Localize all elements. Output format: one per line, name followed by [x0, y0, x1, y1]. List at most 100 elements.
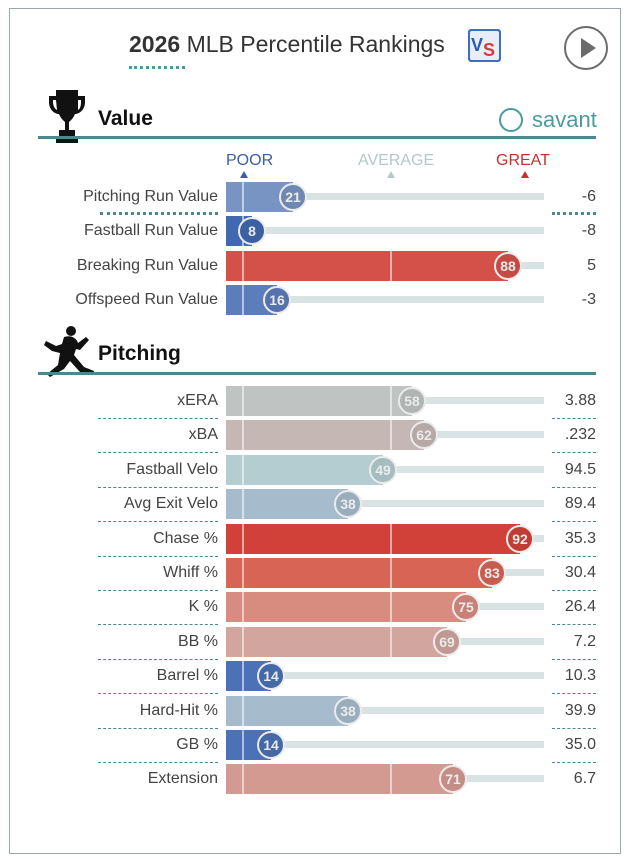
metric-value: .232	[564, 426, 596, 444]
metric-label: Breaking Run Value	[76, 257, 218, 274]
percentile-bar[interactable]	[226, 764, 453, 795]
bar-gridline	[242, 182, 244, 212]
row-divider	[98, 762, 218, 763]
metric-value: -3	[581, 291, 596, 308]
svg-text:V: V	[471, 35, 483, 55]
metric-value: 35.0	[564, 736, 596, 753]
metric-label: BB %	[177, 632, 218, 650]
percentile-badge[interactable]: 69	[433, 627, 461, 656]
metric-label: Barrel %	[156, 667, 218, 685]
metric-value: 26.4	[564, 598, 596, 616]
percentile-badge[interactable]: 49	[369, 455, 397, 484]
percentile-badge[interactable]: 75	[452, 593, 480, 622]
percentile-badge[interactable]: 21	[279, 183, 307, 211]
percentile-track	[228, 296, 544, 303]
svg-text:S: S	[483, 40, 495, 60]
percentile-badge[interactable]: 62	[410, 421, 438, 450]
bar-gridline	[390, 386, 392, 416]
metric-label: Fastball Velo	[126, 460, 218, 478]
bar-gridline	[242, 454, 244, 485]
row-divider	[552, 658, 596, 660]
row-divider	[552, 590, 596, 591]
percentile-badge[interactable]: 92	[506, 524, 534, 553]
percentile-bar[interactable]	[226, 251, 508, 281]
row-divider	[552, 452, 596, 454]
metric-value: 35.3	[564, 529, 596, 547]
percentile-track	[228, 672, 544, 680]
metric-label: Extension	[147, 770, 218, 788]
bar-gridline	[242, 285, 244, 315]
trophy-icon	[49, 90, 85, 143]
vs-logo-icon[interactable]: V S	[468, 29, 501, 62]
metric-value: 7.2	[573, 632, 596, 650]
play-icon[interactable]	[564, 26, 608, 70]
bar-gridline	[242, 661, 244, 692]
metric-label: K %	[188, 598, 218, 616]
row-divider	[98, 693, 218, 695]
row-divider	[98, 521, 218, 523]
bar-gridline	[242, 251, 244, 281]
bar-gridline	[242, 626, 244, 657]
percentile-badge[interactable]: 83	[478, 559, 506, 587]
metric-label: xERA	[177, 392, 218, 409]
metric-value: 3.88	[564, 392, 596, 409]
percentile-badge[interactable]: 58	[398, 387, 426, 415]
scale-poor-label: POOR	[226, 152, 274, 169]
value-section-divider	[38, 136, 596, 139]
metric-label: Whiff %	[163, 564, 218, 581]
metric-label: Offspeed Run Value	[75, 291, 218, 308]
percentile-bar[interactable]	[226, 523, 520, 554]
percentile-bar[interactable]	[226, 626, 447, 657]
savant-label: savant	[532, 107, 597, 132]
page-title: 2026 MLB Percentile Rankings	[129, 31, 445, 58]
row-divider	[98, 658, 218, 660]
percentile-badge[interactable]: 16	[263, 286, 291, 314]
row-divider	[552, 521, 596, 523]
pitching-section-title: Pitching	[98, 342, 181, 365]
bar-gridline	[390, 626, 392, 657]
metric-value: 89.4	[564, 495, 596, 513]
percentile-track	[228, 227, 544, 234]
percentile-badge[interactable]: 38	[334, 490, 362, 519]
title-year: 2026	[129, 31, 181, 57]
row-divider	[552, 624, 596, 626]
percentile-bar[interactable]	[226, 695, 348, 726]
row-highlight-dots	[100, 212, 218, 215]
metric-label: GB %	[176, 736, 218, 753]
metric-label: xBA	[188, 426, 218, 444]
percentile-badge[interactable]: 14	[257, 662, 285, 691]
percentile-badge[interactable]: 88	[494, 252, 522, 280]
bar-gridline	[242, 764, 244, 795]
row-divider	[552, 486, 596, 488]
row-divider	[552, 418, 596, 419]
metric-value: 94.5	[564, 460, 596, 478]
percentile-bar[interactable]	[226, 420, 424, 451]
row-divider	[552, 555, 596, 557]
percentile-badge[interactable]: 8	[238, 217, 266, 245]
bar-gridline	[242, 558, 244, 588]
percentile-bar[interactable]	[226, 386, 412, 416]
bar-gridline	[242, 489, 244, 520]
metric-value: 30.4	[564, 564, 596, 581]
percentile-bar[interactable]	[226, 454, 383, 485]
metric-value: 5	[587, 257, 596, 274]
value-section-title: Value	[98, 107, 153, 130]
percentile-bar[interactable]	[226, 558, 492, 588]
metric-label: Pitching Run Value	[83, 188, 218, 205]
metric-label: Hard-Hit %	[139, 701, 218, 719]
title-underline	[129, 66, 185, 69]
row-divider	[98, 590, 218, 591]
percentile-track	[228, 706, 544, 714]
metric-value: 10.3	[564, 667, 596, 685]
row-highlight-dots	[552, 212, 596, 215]
row-divider	[98, 486, 218, 488]
poor-marker-icon	[240, 171, 248, 178]
row-divider	[98, 727, 218, 729]
row-divider	[98, 418, 218, 419]
bar-gridline	[390, 592, 392, 623]
percentile-badge[interactable]: 38	[334, 696, 362, 725]
percentile-bar[interactable]	[226, 489, 348, 520]
percentile-badge[interactable]: 71	[439, 765, 467, 794]
percentile-bar[interactable]	[226, 592, 466, 623]
percentile-badge[interactable]: 14	[257, 731, 285, 759]
